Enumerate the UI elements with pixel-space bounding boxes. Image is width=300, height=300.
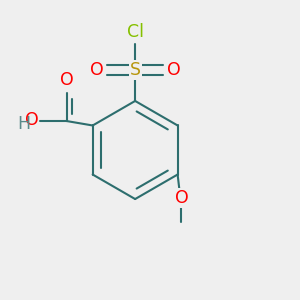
Text: O: O	[90, 61, 103, 79]
Text: S: S	[130, 61, 141, 79]
Text: O: O	[175, 189, 188, 207]
Text: H: H	[17, 115, 30, 133]
Text: O: O	[167, 61, 181, 79]
Text: Cl: Cl	[127, 23, 144, 41]
Text: O: O	[60, 71, 74, 89]
Text: O: O	[25, 110, 39, 128]
